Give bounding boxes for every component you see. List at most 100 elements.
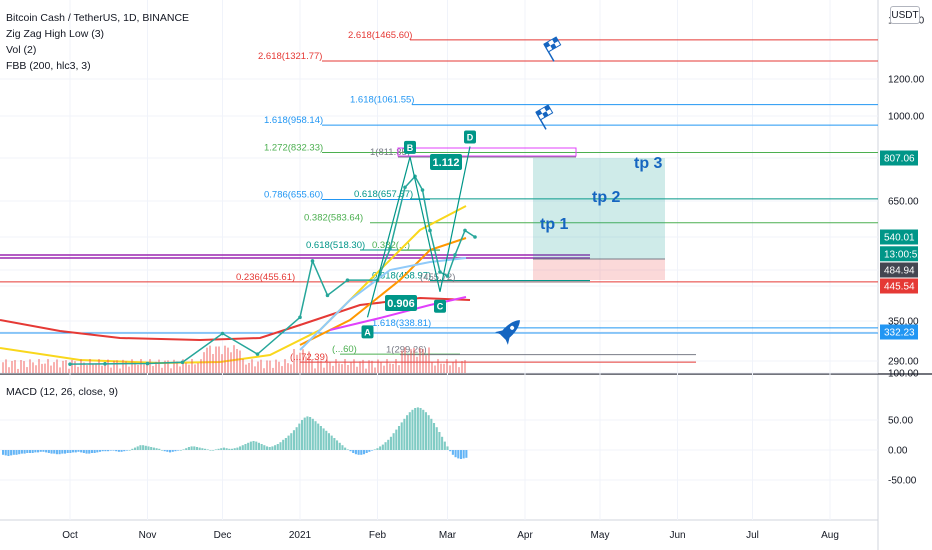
volume-bar bbox=[86, 365, 88, 373]
legend-fbb[interactable]: FBB (200, hlc3, 3) bbox=[6, 60, 91, 72]
legend-volume[interactable]: Vol (2) bbox=[6, 44, 37, 56]
macd-histogram-bar bbox=[117, 450, 120, 452]
macd-histogram-bar bbox=[136, 446, 139, 450]
macd-histogram-bar bbox=[55, 450, 58, 455]
macd-histogram-bar bbox=[179, 450, 182, 451]
volume-bar bbox=[227, 347, 229, 373]
harmonic-pattern: A B C D 1.112 0.906 bbox=[361, 130, 476, 339]
volume-bar bbox=[224, 345, 226, 373]
macd-histogram-bar bbox=[276, 444, 279, 450]
volume-bar bbox=[212, 354, 214, 373]
macd-histogram-bar bbox=[438, 432, 441, 450]
legend-symbol[interactable]: Bitcoin Cash / TetherUS, 1D, BINANCE bbox=[6, 12, 190, 24]
macd-histogram-bar bbox=[15, 450, 18, 455]
macd-histogram-bar bbox=[160, 450, 164, 451]
price-point bbox=[325, 293, 330, 298]
macd-histogram-bar bbox=[392, 433, 395, 450]
volume-bar bbox=[341, 364, 343, 373]
volume-bar bbox=[317, 360, 319, 373]
long-position: tp 1 tp 2 tp 3 bbox=[533, 155, 665, 280]
macd-histogram-bar bbox=[142, 445, 145, 450]
volume-bar bbox=[446, 359, 448, 373]
volume-bar bbox=[134, 362, 136, 373]
price-point bbox=[220, 331, 225, 336]
macd-histogram-bar bbox=[400, 422, 403, 450]
price-point bbox=[463, 228, 467, 233]
volume-bar bbox=[50, 365, 52, 373]
pattern-box bbox=[397, 147, 577, 157]
fib-label: 1.618(1061.55) bbox=[350, 95, 414, 106]
macd-histogram-bar bbox=[107, 450, 110, 452]
volume-bar bbox=[287, 363, 289, 373]
macd-histogram-bar bbox=[90, 450, 93, 453]
volume-bar bbox=[110, 367, 112, 373]
volume-bar bbox=[230, 352, 232, 373]
volume-bar bbox=[161, 367, 163, 373]
price-point bbox=[255, 352, 260, 356]
volume-bar bbox=[29, 359, 31, 373]
volume-bar bbox=[233, 345, 235, 373]
macd-histogram-bar bbox=[80, 450, 83, 453]
price-point bbox=[180, 360, 185, 365]
fib-label: 0.786(655.60) bbox=[264, 189, 323, 200]
volume-bar bbox=[221, 354, 223, 373]
volume-bar bbox=[284, 359, 286, 373]
volume-bar bbox=[65, 360, 67, 373]
pattern-point-label: D bbox=[467, 132, 474, 142]
macd-histogram-bar bbox=[252, 441, 255, 450]
macd-histogram-bar bbox=[432, 423, 436, 450]
macd-histogram-bar bbox=[2, 450, 5, 455]
volume-bar bbox=[11, 360, 13, 373]
macd-histogram-bar bbox=[42, 450, 45, 452]
price-point bbox=[68, 362, 72, 366]
macd-histogram-bar bbox=[317, 423, 320, 450]
fib-label: (455.72) bbox=[420, 272, 455, 283]
macd-histogram-bar bbox=[112, 450, 115, 451]
macd-histogram-bar bbox=[459, 450, 463, 459]
volume-bar bbox=[266, 360, 268, 373]
macd-histogram-bar bbox=[362, 450, 366, 455]
volume-bar bbox=[206, 347, 208, 373]
macd-histogram-bar bbox=[290, 433, 293, 450]
volume-bar bbox=[455, 359, 457, 373]
legend-zigzag[interactable]: Zig Zag High Low (3) bbox=[6, 28, 105, 40]
price-badge-label: 445.54 bbox=[884, 282, 915, 293]
currency-button[interactable]: USDT bbox=[890, 6, 920, 24]
macd-histogram-bar bbox=[139, 445, 142, 450]
macd-histogram-bar bbox=[10, 450, 13, 456]
time-tick: 2021 bbox=[289, 530, 312, 541]
volume-bar bbox=[185, 362, 187, 373]
macd-histogram-bar bbox=[422, 409, 425, 450]
volume-bar bbox=[44, 363, 46, 373]
macd-histogram-bar bbox=[212, 450, 215, 451]
fib-label: 0.382(583.64) bbox=[304, 213, 363, 224]
macd-histogram-bar bbox=[69, 450, 72, 453]
volume-bar bbox=[371, 360, 373, 373]
volume-bar bbox=[74, 361, 76, 373]
macd-histogram-bar bbox=[233, 448, 236, 450]
grid bbox=[0, 0, 878, 520]
price-point bbox=[310, 259, 315, 263]
macd-histogram-bar bbox=[300, 420, 304, 450]
macd-histogram-bar bbox=[82, 450, 85, 453]
volume-bar bbox=[362, 359, 364, 373]
legend-macd[interactable]: MACD (12, 26, close, 9) bbox=[6, 386, 119, 398]
macd-histogram-bar bbox=[61, 450, 64, 454]
macd-histogram-bar bbox=[144, 445, 147, 450]
time-tick: Oct bbox=[62, 530, 78, 541]
macd-histogram-bar bbox=[241, 445, 244, 450]
macd-histogram-bar bbox=[465, 450, 468, 458]
volume-bar bbox=[404, 347, 406, 373]
volume-bar bbox=[140, 359, 142, 373]
macd-histogram-bar bbox=[336, 440, 339, 450]
macd-histogram-bar bbox=[349, 450, 352, 452]
macd-histogram-bar bbox=[195, 447, 199, 450]
macd-histogram-bar bbox=[222, 447, 225, 450]
macd-histogram-bar bbox=[365, 450, 368, 453]
volume-bar bbox=[167, 360, 169, 373]
macd-histogram-bar bbox=[131, 448, 134, 450]
volume-bar bbox=[155, 361, 157, 373]
macd-histogram-bar bbox=[28, 450, 32, 453]
macd-histogram-bar bbox=[169, 450, 172, 453]
